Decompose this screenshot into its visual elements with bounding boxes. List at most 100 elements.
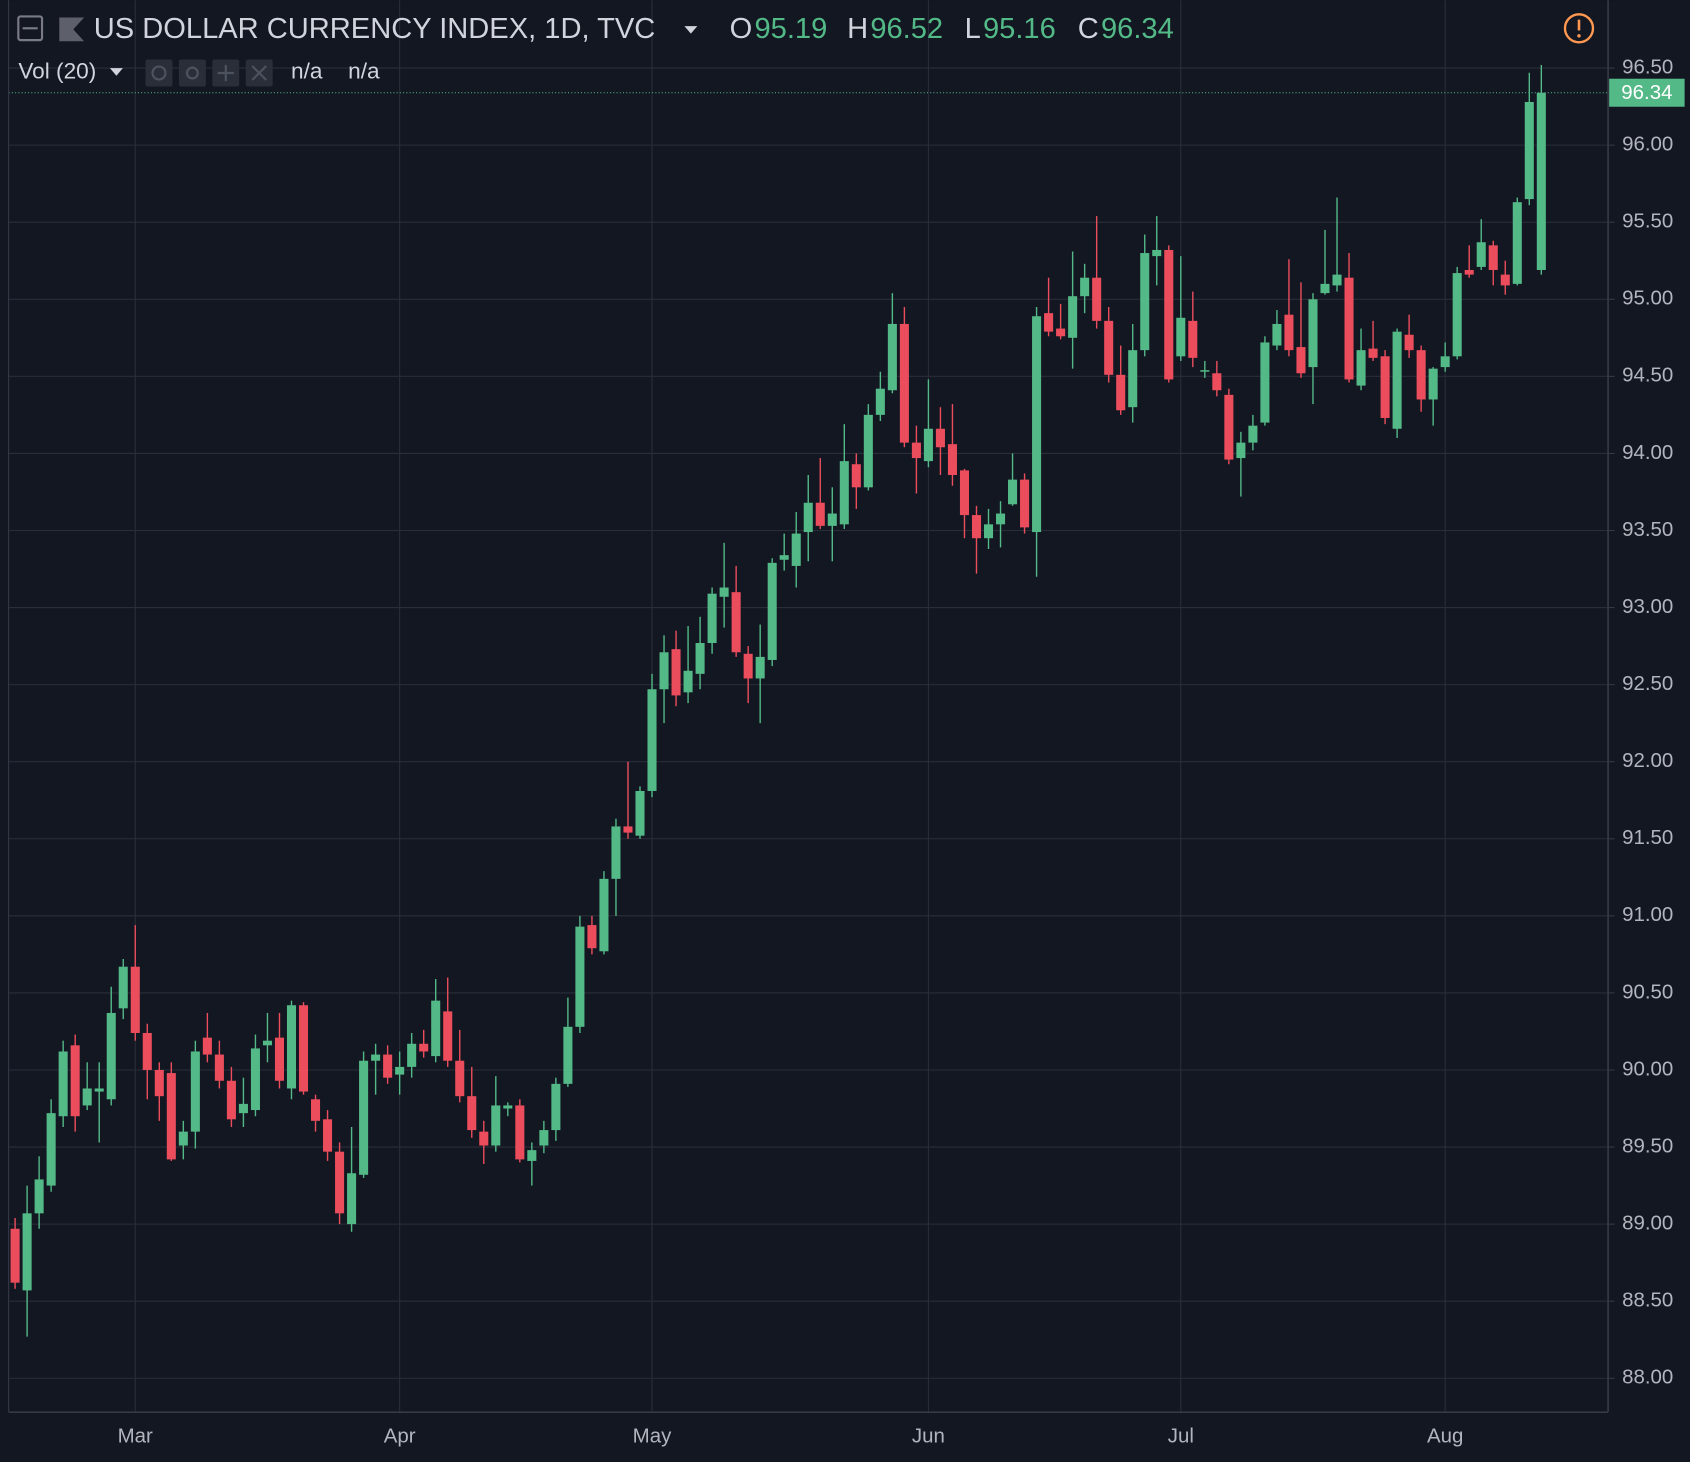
grid <box>8 0 1609 1413</box>
candle-body <box>827 513 837 526</box>
candle-body <box>1032 316 1042 533</box>
candle-body <box>214 1054 224 1081</box>
candle-body <box>94 1088 104 1092</box>
ohlc-value: 95.19 <box>754 13 827 45</box>
candle-body <box>563 1026 573 1084</box>
last-price-box <box>1609 78 1685 107</box>
candle-body <box>1080 277 1090 297</box>
candle-body <box>166 1073 176 1160</box>
candle-body <box>1176 317 1186 357</box>
settings-button[interactable] <box>178 59 206 87</box>
candle-body <box>911 442 921 459</box>
candle-body <box>1536 92 1546 270</box>
candle-body <box>491 1105 501 1146</box>
flag-icon[interactable] <box>59 17 85 42</box>
candle-body <box>1272 323 1282 346</box>
eye-button[interactable] <box>145 59 173 87</box>
candle-body <box>1056 328 1066 337</box>
candle-body <box>551 1083 561 1131</box>
y-tick-label: 95.50 <box>1622 210 1673 233</box>
candle-body <box>1368 348 1378 358</box>
candle-body <box>647 689 657 791</box>
candle-body <box>46 1113 56 1186</box>
candle-body <box>971 515 982 539</box>
candle-body <box>1404 334 1414 351</box>
eye-icon <box>151 65 167 81</box>
indicator-name[interactable]: Vol (20) <box>18 58 96 83</box>
candle-body <box>683 670 693 693</box>
indicator-value: n/a <box>348 58 380 83</box>
candle-body <box>1128 350 1138 408</box>
y-tick-label: 92.50 <box>1622 672 1673 695</box>
x-tick-label: Aug <box>1427 1424 1463 1447</box>
y-tick-label: 89.00 <box>1622 1212 1673 1235</box>
ohlc-legend: O 95.19 H 96.52 L 95.16 C 96.34 <box>730 13 1174 45</box>
candle-body <box>839 461 849 525</box>
candle-body <box>1008 479 1018 505</box>
candle-body <box>1512 202 1522 284</box>
y-tick-label: 96.00 <box>1622 133 1673 156</box>
ohlc-label: O <box>730 13 753 45</box>
candle-body <box>202 1037 212 1055</box>
candle-body <box>1392 331 1402 429</box>
candle-body <box>755 656 765 679</box>
indicator-dropdown[interactable] <box>109 68 123 76</box>
candle-body <box>587 925 597 949</box>
candle-body <box>1524 101 1534 200</box>
candle-body <box>419 1043 429 1052</box>
candle-body <box>1116 374 1126 411</box>
candle-body <box>323 1119 333 1152</box>
candle-body <box>767 562 777 660</box>
candle-body <box>851 464 861 488</box>
warning-icon[interactable] <box>1563 13 1595 44</box>
candle-body <box>154 1069 164 1097</box>
candle-body <box>178 1131 188 1146</box>
axes: 88.00 88.50 89.00 89.50 90.00 90.50 91.00 91.50… <box>118 55 1685 1447</box>
y-tick-label: 92.00 <box>1622 749 1673 772</box>
gear-icon <box>185 66 199 80</box>
candle-body <box>515 1105 525 1160</box>
plus-icon <box>217 64 234 82</box>
y-tick-label: 90.50 <box>1622 980 1673 1003</box>
candle-body <box>1296 347 1306 374</box>
y-tick-label: 94.50 <box>1622 364 1673 387</box>
last-price-label: 96.34 <box>1621 81 1672 104</box>
candle-body <box>1380 356 1390 418</box>
y-tick-label: 89.50 <box>1622 1134 1673 1157</box>
candle-body <box>1284 314 1294 351</box>
candle-body <box>503 1105 513 1109</box>
candle-body <box>130 966 140 1033</box>
collapse-icon[interactable] <box>17 15 44 42</box>
ohlc-label: C <box>1078 13 1099 45</box>
candle-body <box>803 502 813 533</box>
candle-body <box>791 533 801 566</box>
indicator-icons <box>151 64 267 82</box>
candle-body <box>1236 442 1246 459</box>
candle-body <box>1344 277 1354 380</box>
candle-body <box>335 1151 345 1214</box>
candle-body <box>959 470 970 516</box>
y-tick-label: 91.00 <box>1622 903 1673 926</box>
indicator-value: n/a <box>291 58 323 83</box>
ohlc-label: L <box>965 13 981 45</box>
candle-body <box>1452 273 1462 357</box>
candle-body <box>539 1130 549 1146</box>
candle-body <box>1212 373 1222 391</box>
candle-body <box>671 649 681 696</box>
candle-body <box>34 1179 44 1214</box>
candle-body <box>82 1088 92 1106</box>
candle-body <box>1200 370 1210 372</box>
candle-body <box>1188 320 1198 358</box>
y-tick-label: 93.50 <box>1622 518 1673 541</box>
candle-body <box>1044 313 1054 332</box>
candle-body <box>1164 249 1174 380</box>
candle-body <box>611 826 621 879</box>
candle-body <box>923 428 933 462</box>
candle-body <box>118 966 128 1009</box>
candle-body <box>347 1173 357 1225</box>
symbol-dropdown[interactable] <box>684 26 698 34</box>
candle-body <box>743 653 753 679</box>
candle-body <box>1020 479 1030 528</box>
